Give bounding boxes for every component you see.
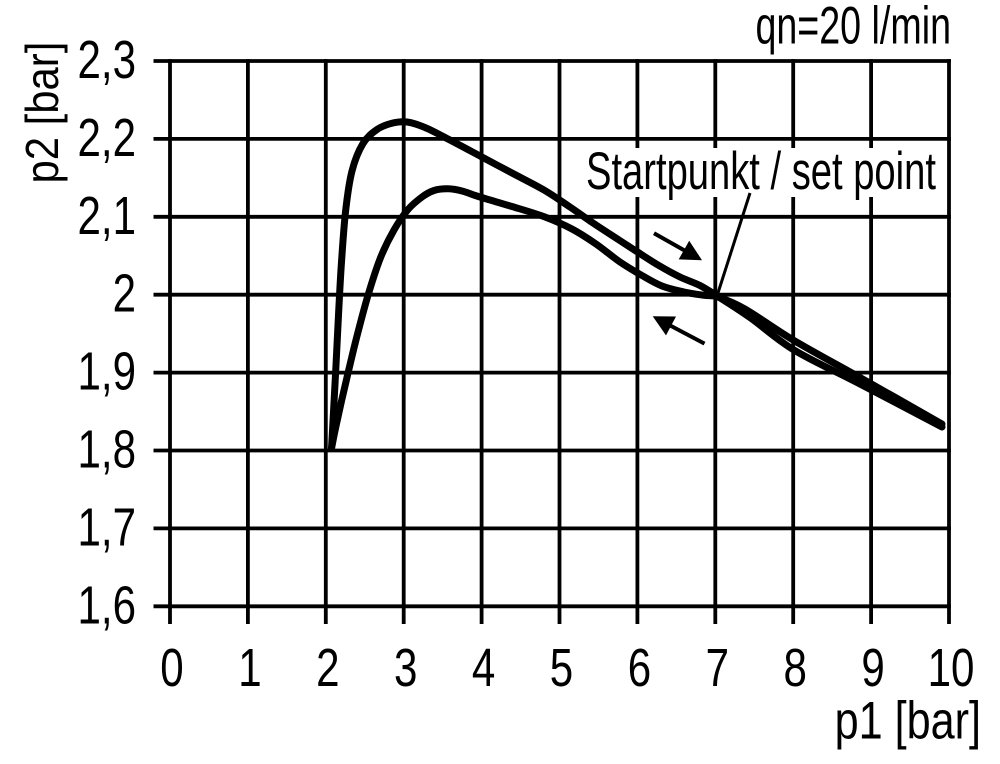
svg-text:2,3: 2,3 [77,30,136,90]
svg-text:2,2: 2,2 [77,108,136,168]
svg-text:1,8: 1,8 [77,420,136,480]
svg-text:7: 7 [706,638,729,698]
svg-text:0: 0 [160,638,183,698]
svg-text:8: 8 [783,638,806,698]
svg-text:1,6: 1,6 [77,575,136,635]
svg-text:1: 1 [238,638,261,698]
svg-text:10: 10 [928,638,975,698]
svg-text:5: 5 [550,638,573,698]
svg-text:3: 3 [394,638,417,698]
svg-text:2,1: 2,1 [77,186,136,246]
svg-text:qn=20 l/min: qn=20 l/min [755,0,951,55]
svg-text:p1 [bar]: p1 [bar] [835,691,981,750]
svg-text:9: 9 [861,638,884,698]
svg-text:1,9: 1,9 [77,342,136,402]
svg-text:2: 2 [113,264,136,324]
svg-text:Startpunkt / set point: Startpunkt / set point [586,141,936,201]
svg-text:2: 2 [316,638,339,698]
svg-text:1,7: 1,7 [77,497,136,557]
svg-text:p2 [bar]: p2 [bar] [17,42,69,184]
svg-text:4: 4 [472,638,495,698]
svg-text:6: 6 [628,638,651,698]
